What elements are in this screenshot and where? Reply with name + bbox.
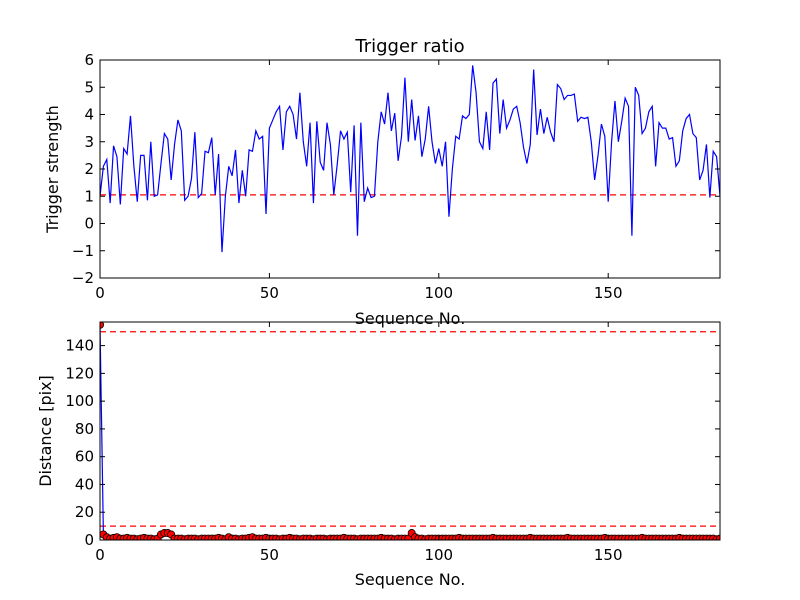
y-tick-label: 0: [84, 215, 94, 233]
y-tick-label: 0: [84, 531, 94, 549]
data-point: [716, 534, 720, 540]
x-tick-label: 50: [260, 284, 279, 302]
y-tick-label: 60: [75, 448, 94, 466]
x-tick-label: 50: [260, 546, 279, 564]
x-tick-label: 150: [594, 284, 623, 302]
y-axis-label: Trigger strength: [43, 105, 62, 234]
x-axis-label: Sequence No.: [355, 309, 466, 328]
chart-title: Trigger ratio: [354, 36, 464, 57]
y-tick-label: 3: [84, 133, 94, 151]
x-tick-label: 0: [95, 284, 105, 302]
y-tick-label: 20: [75, 503, 94, 521]
y-tick-label: 4: [84, 106, 94, 124]
y-tick-label: 100: [65, 392, 94, 410]
y-tick-label: −1: [72, 242, 94, 260]
x-tick-label: 100: [424, 546, 453, 564]
trigger-ratio-plot-area: [100, 65, 720, 253]
y-tick-label: 120: [65, 364, 94, 382]
distance-axes-frame: [99, 321, 721, 541]
x-axis-label: Sequence No.: [355, 570, 466, 589]
y-tick-label: 140: [65, 337, 94, 355]
y-tick-label: 5: [84, 78, 94, 96]
y-tick-label: 6: [84, 51, 94, 69]
x-tick-label: 0: [95, 546, 105, 564]
y-tick-label: 40: [75, 475, 94, 493]
y-tick-label: 80: [75, 420, 94, 438]
y-axis-label: Distance [pix]: [36, 375, 55, 487]
y-tick-label: −2: [72, 269, 94, 287]
x-tick-label: 100: [424, 284, 453, 302]
distance-axes: 0 50 100 150 0 20 40 60 80 100 120 140 Sequence No.…: [36, 321, 721, 589]
y-tick-label: 2: [84, 160, 94, 178]
trigger-ratio-ticks: 0 50 100 150 −2 −1 0 1 2 3 4 5 6: [72, 51, 720, 302]
x-tick-label: 150: [594, 546, 623, 564]
y-tick-label: 1: [84, 187, 94, 205]
series-line: [100, 65, 720, 253]
distance-ticks: 0 50 100 150 0 20 40 60 80 100 120 140: [65, 322, 720, 564]
trigger-ratio-axes: Trigger ratio 0 50 100 150 −2 −1 0 1 2 3 4 5 6 Seque…: [43, 36, 721, 328]
